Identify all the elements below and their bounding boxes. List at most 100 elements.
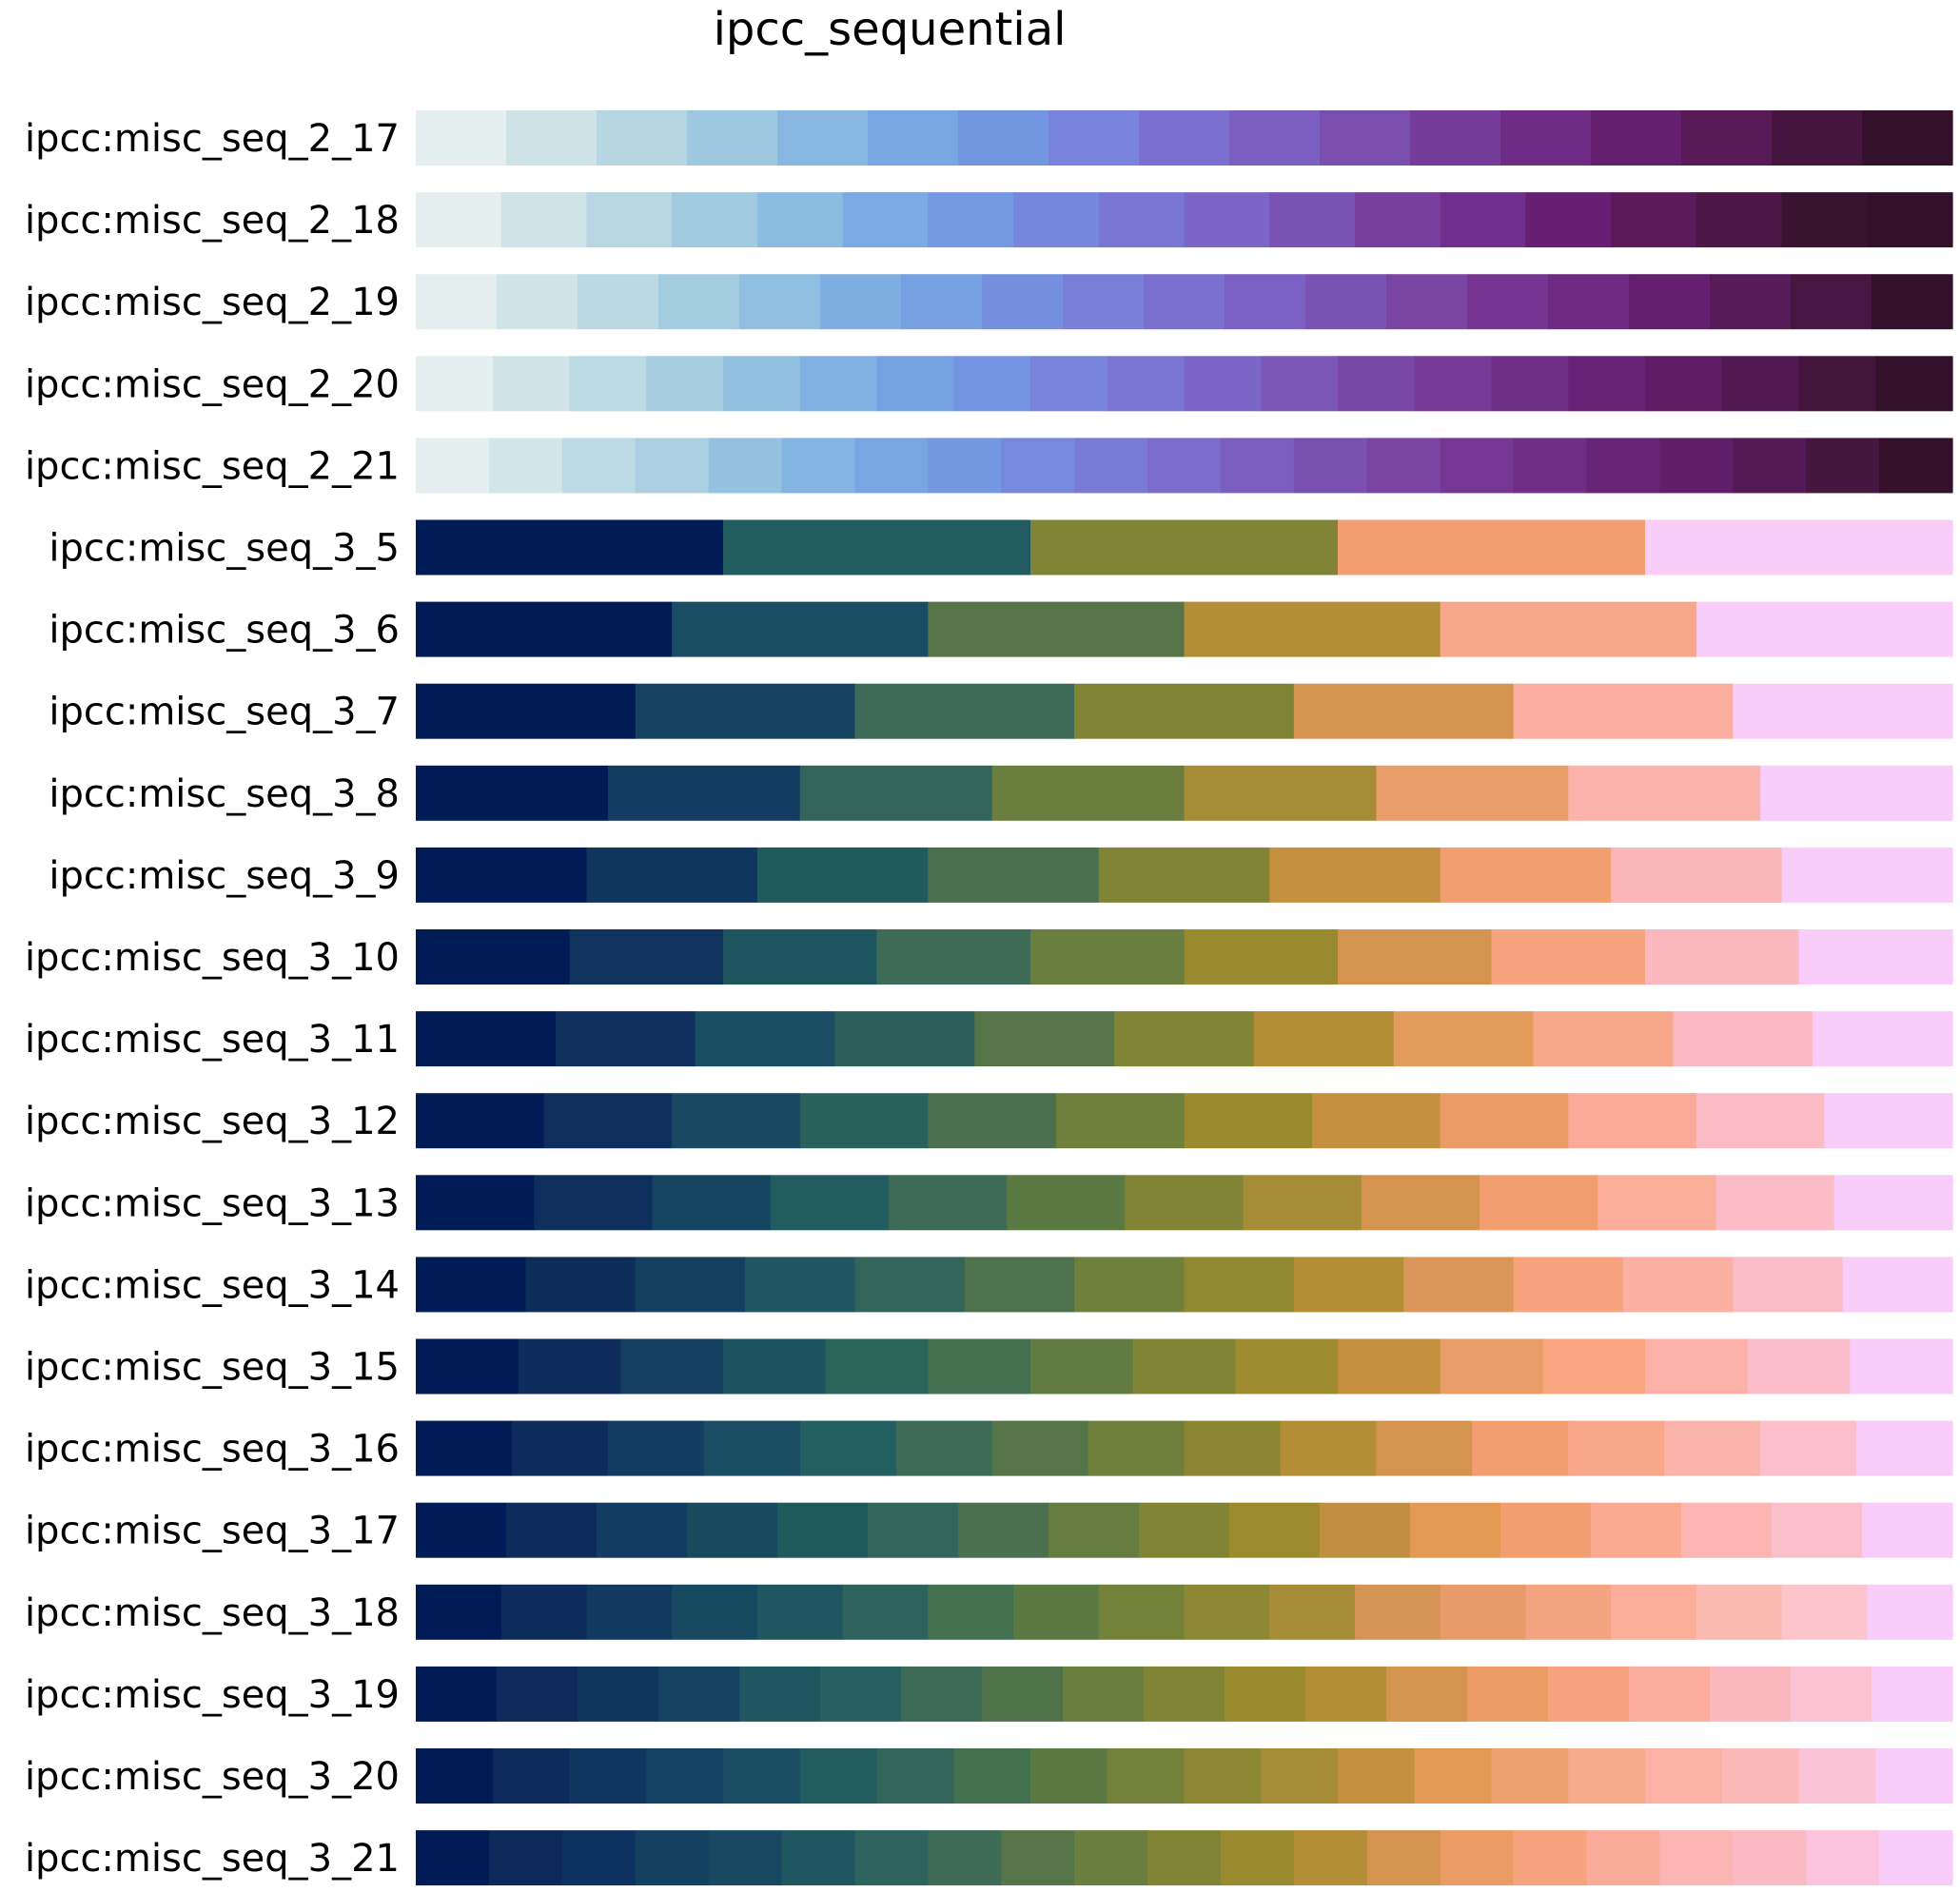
row-label: ipcc:misc_seq_3_9 bbox=[49, 854, 400, 898]
color-swatch bbox=[1491, 929, 1646, 985]
color-swatch bbox=[1710, 1666, 1792, 1722]
colormap-row: ipcc:misc_seq_3_11 bbox=[25, 1011, 1953, 1067]
color-swatch bbox=[1147, 438, 1222, 494]
color-swatch bbox=[1695, 1584, 1783, 1640]
color-swatch bbox=[1098, 1584, 1186, 1640]
color-swatch bbox=[1338, 356, 1416, 412]
color-swatch bbox=[1184, 929, 1339, 985]
color-swatch bbox=[416, 192, 502, 248]
color-swatch bbox=[1139, 1502, 1230, 1558]
color-swatch bbox=[1261, 356, 1339, 412]
color-swatch bbox=[607, 765, 801, 821]
color-swatch bbox=[1243, 1175, 1362, 1231]
color-swatch bbox=[569, 356, 647, 412]
colormap-row: ipcc:misc_seq_3_6 bbox=[49, 601, 1953, 657]
color-swatch bbox=[1806, 1830, 1880, 1886]
row-label: ipcc:misc_seq_3_11 bbox=[25, 1018, 400, 1062]
colormap-row: ipcc:misc_seq_3_15 bbox=[25, 1338, 1953, 1395]
color-swatch bbox=[1872, 1666, 1953, 1722]
color-swatch bbox=[1338, 519, 1646, 575]
color-swatch bbox=[416, 356, 494, 412]
color-swatch bbox=[1225, 1666, 1306, 1722]
color-swatch bbox=[799, 356, 878, 412]
color-swatch bbox=[511, 1420, 609, 1476]
color-swatch bbox=[652, 1175, 772, 1231]
color-swatch bbox=[1269, 1584, 1356, 1640]
color-swatch bbox=[901, 1666, 983, 1722]
color-swatch bbox=[416, 765, 609, 821]
colormap-row: ipcc:misc_seq_3_7 bbox=[49, 683, 1953, 739]
color-swatch bbox=[895, 1420, 993, 1476]
color-swatch bbox=[876, 356, 954, 412]
color-swatch bbox=[756, 192, 844, 248]
colormap-row: ipcc:misc_seq_3_5 bbox=[49, 519, 1953, 575]
color-swatch bbox=[416, 110, 507, 166]
color-swatch bbox=[1548, 1666, 1630, 1722]
color-swatch bbox=[1074, 1830, 1148, 1886]
color-swatch bbox=[1376, 765, 1569, 821]
color-swatch bbox=[416, 1011, 557, 1067]
color-swatch bbox=[1760, 1420, 1857, 1476]
color-swatch bbox=[1293, 1257, 1404, 1313]
color-swatch bbox=[1235, 1338, 1339, 1395]
color-swatch bbox=[928, 438, 1002, 494]
color-swatch bbox=[953, 356, 1031, 412]
color-swatch bbox=[1063, 274, 1145, 330]
color-swatch bbox=[488, 438, 563, 494]
color-swatch bbox=[497, 274, 578, 330]
color-swatch bbox=[928, 1338, 1031, 1395]
colormap-row: ipcc:misc_seq_2_20 bbox=[25, 356, 1953, 412]
color-swatch bbox=[1611, 1584, 1697, 1640]
color-swatch bbox=[416, 1748, 494, 1804]
color-swatch bbox=[1548, 274, 1630, 330]
color-swatch bbox=[506, 1502, 598, 1558]
color-swatch bbox=[1568, 765, 1761, 821]
color-swatch bbox=[1030, 356, 1108, 412]
color-swatch bbox=[723, 1748, 801, 1804]
color-swatch bbox=[1622, 1257, 1734, 1313]
color-swatch bbox=[1354, 192, 1441, 248]
color-swatch bbox=[658, 1666, 740, 1722]
color-swatch bbox=[1760, 765, 1953, 821]
color-swatch bbox=[1030, 1338, 1134, 1395]
color-swatch bbox=[1376, 1420, 1473, 1476]
color-swatch bbox=[1525, 192, 1612, 248]
colormap-row: ipcc:misc_seq_3_17 bbox=[25, 1502, 1953, 1558]
color-swatch bbox=[1500, 110, 1592, 166]
color-swatch bbox=[1386, 1666, 1468, 1722]
color-swatch bbox=[1695, 601, 1953, 657]
color-swatch bbox=[561, 1830, 637, 1886]
color-swatch bbox=[928, 1584, 1014, 1640]
color-swatch bbox=[1533, 1011, 1674, 1067]
color-swatch bbox=[825, 1338, 929, 1395]
color-swatch bbox=[1645, 929, 1800, 985]
color-swatch bbox=[1440, 1830, 1515, 1886]
color-swatch bbox=[1030, 1748, 1108, 1804]
color-swatch bbox=[416, 1338, 519, 1395]
color-swatch bbox=[1440, 1093, 1569, 1149]
color-swatch bbox=[1366, 1830, 1441, 1886]
color-swatch bbox=[1440, 847, 1612, 903]
color-swatch bbox=[1074, 683, 1295, 739]
color-swatch bbox=[1098, 192, 1186, 248]
color-swatch bbox=[1305, 1666, 1387, 1722]
color-swatch bbox=[500, 1584, 588, 1640]
color-swatch bbox=[982, 1666, 1064, 1722]
color-swatch bbox=[1225, 274, 1306, 330]
color-swatch bbox=[1361, 1175, 1480, 1231]
row-label: ipcc:misc_seq_3_7 bbox=[49, 691, 400, 734]
color-swatch bbox=[1513, 438, 1588, 494]
color-swatch bbox=[416, 1666, 498, 1722]
color-swatch bbox=[1312, 1093, 1441, 1149]
color-swatch bbox=[1074, 438, 1148, 494]
color-swatch bbox=[1184, 1748, 1262, 1804]
colormap-row: ipcc:misc_seq_3_16 bbox=[25, 1420, 1953, 1476]
color-swatch bbox=[799, 765, 993, 821]
color-swatch bbox=[607, 1420, 705, 1476]
row-label: ipcc:misc_seq_3_20 bbox=[25, 1755, 400, 1799]
color-swatch bbox=[1681, 110, 1773, 166]
color-swatch bbox=[739, 274, 821, 330]
color-swatch bbox=[1586, 1830, 1660, 1886]
color-swatch bbox=[1055, 1093, 1186, 1149]
color-swatch bbox=[781, 438, 856, 494]
